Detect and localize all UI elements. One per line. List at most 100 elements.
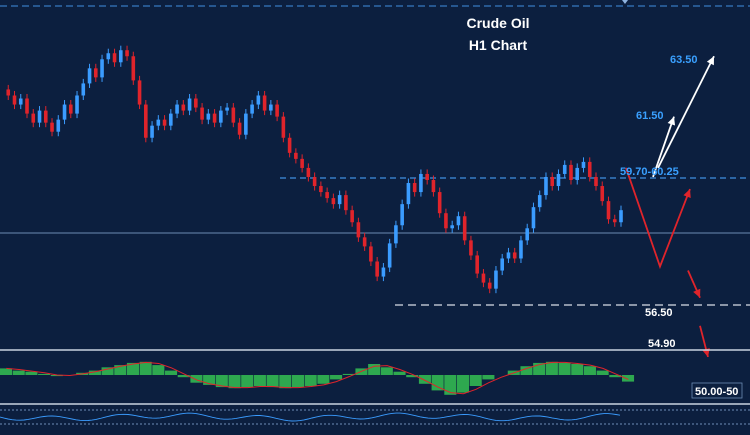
candle-body (400, 204, 404, 226)
candle (312, 172, 317, 191)
macd-bar (101, 367, 114, 375)
candle-body (87, 68, 92, 84)
macd-bar (520, 366, 533, 375)
candle-body (169, 113, 173, 126)
candle-body (75, 95, 79, 114)
candle-body (525, 228, 530, 241)
candle-body (287, 137, 292, 153)
candle (619, 205, 623, 227)
candle-body (500, 258, 505, 271)
candle (25, 93, 29, 119)
candle (462, 211, 467, 245)
candle (394, 220, 398, 248)
candle (31, 109, 36, 128)
candle (444, 208, 448, 233)
candle (612, 214, 617, 227)
candle (600, 181, 605, 206)
projection-up-arrow-head (683, 189, 691, 199)
candle (150, 121, 154, 143)
candle-body (81, 83, 86, 96)
candle (469, 235, 473, 260)
candle (175, 100, 179, 119)
macd-bar (609, 375, 622, 378)
candle-body (437, 192, 442, 214)
candle-body (312, 176, 317, 187)
candle-body (62, 104, 67, 120)
candle-body (250, 104, 254, 114)
candle (362, 232, 367, 251)
candle (350, 205, 354, 227)
macd-bar (114, 365, 127, 375)
macd-bar (165, 370, 178, 375)
candle (100, 54, 104, 82)
candle-body (219, 110, 223, 123)
macd-bar (622, 375, 635, 382)
candle-body (606, 201, 611, 220)
macd-bar (469, 375, 482, 386)
candle (406, 178, 411, 209)
candle (475, 250, 479, 279)
candle-body (93, 68, 98, 78)
level-label-resistance: 59.70-60.25 (620, 166, 679, 178)
candle (556, 169, 561, 191)
candle (212, 109, 217, 128)
candle (112, 48, 117, 67)
candle (331, 193, 336, 209)
candle-body (519, 240, 523, 259)
macd-bar (317, 375, 330, 384)
candle (375, 256, 379, 282)
candle-body (100, 59, 104, 78)
candle-body (406, 183, 411, 205)
candle (12, 90, 17, 110)
candle-body (125, 50, 129, 57)
candle-body (581, 161, 586, 168)
candle-body (462, 216, 467, 241)
candle-body (450, 225, 454, 229)
candle-body (150, 125, 154, 138)
candle (225, 103, 229, 116)
candle-body (344, 195, 348, 211)
macd-bar (558, 362, 571, 375)
candle (162, 115, 167, 131)
candle-body (319, 186, 323, 193)
level-label-50: 50.00-50 (695, 386, 738, 398)
candle-body (50, 122, 54, 132)
candle-body (425, 173, 429, 180)
candle-body (337, 195, 342, 205)
candle-body (594, 176, 598, 187)
candle (281, 112, 286, 143)
candle (37, 106, 42, 128)
level-label-54-90: 54.90 (648, 338, 676, 350)
candle-body (181, 104, 186, 111)
candle (319, 181, 323, 197)
candle-body (137, 80, 142, 105)
candle (387, 238, 392, 273)
macd-bar (368, 364, 381, 375)
macd-bar (139, 361, 152, 375)
candle (50, 118, 54, 137)
candle-series (6, 45, 623, 294)
candle (400, 199, 404, 230)
candle (544, 172, 548, 200)
macd-bar (545, 361, 558, 375)
candle (18, 93, 23, 110)
macd-bar (253, 375, 266, 386)
candle (525, 223, 530, 245)
macd-bar (0, 368, 13, 375)
candle (487, 278, 492, 294)
macd-signal-line (6, 361, 629, 395)
candle-body (362, 237, 367, 247)
candle-body (175, 104, 179, 114)
oscillator-line (0, 412, 621, 422)
candle (194, 93, 198, 113)
candle (262, 90, 267, 116)
candle-body (456, 216, 461, 226)
candle (87, 63, 92, 88)
macd-bar (88, 370, 101, 375)
candle-body (412, 183, 417, 193)
oscillator-path (0, 412, 621, 422)
candle-body (231, 107, 236, 123)
candle-body (12, 95, 17, 105)
